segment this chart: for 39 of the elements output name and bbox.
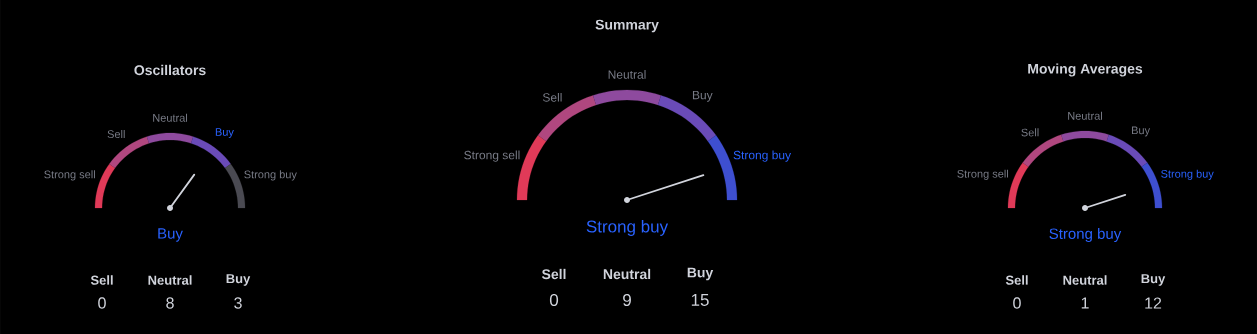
data-label: 0 [1013, 297, 1021, 309]
text: Strong buy [586, 220, 669, 236]
category-label: Buy [226, 274, 251, 286]
text: Buy [158, 228, 183, 242]
slice-label: Sell [542, 92, 562, 102]
data-label: 0 [549, 293, 559, 307]
slice-label: Strong sell [44, 170, 95, 181]
slice-label: Buy [1132, 126, 1151, 137]
slice-label: Buy [692, 90, 713, 102]
category-label: Sell [541, 268, 566, 280]
data-label: 0 [98, 297, 106, 309]
slice-label: Sell [1021, 128, 1039, 137]
data-label: 9 [623, 293, 631, 307]
chart-title: Moving Averages [1028, 63, 1143, 77]
slice-label: Neutral [153, 113, 188, 122]
chart-title: Summary [595, 19, 659, 33]
slice-label: Strong sell [957, 169, 1009, 180]
category-label: Buy [687, 267, 714, 281]
slice-label: Strong buy [733, 150, 792, 162]
category-label: Neutral [1063, 275, 1107, 285]
slice-label: Strong buy [1161, 169, 1214, 180]
category-label: Sell [1005, 275, 1028, 285]
category-label: Neutral [148, 275, 192, 285]
slice-label: Strong buy [244, 170, 297, 181]
data-label: 15 [691, 294, 709, 306]
data-label: 3 [234, 297, 242, 309]
category-label: Sell [90, 275, 113, 285]
category-label: Buy [1141, 274, 1166, 286]
chart-title: Oscillators [134, 64, 206, 76]
slice-label: Sell [107, 129, 125, 139]
category-label: Neutral [603, 268, 651, 280]
data-label: 8 [166, 297, 174, 309]
slice-label: Buy [215, 128, 234, 139]
slice-label: Strong sell [464, 150, 520, 162]
data-label: 12 [1145, 297, 1162, 309]
slice-label: Neutral [1068, 111, 1102, 120]
text: Strong buy [1049, 228, 1122, 242]
data-label: 1 [1081, 297, 1089, 309]
slice-label: Neutral [608, 69, 646, 79]
